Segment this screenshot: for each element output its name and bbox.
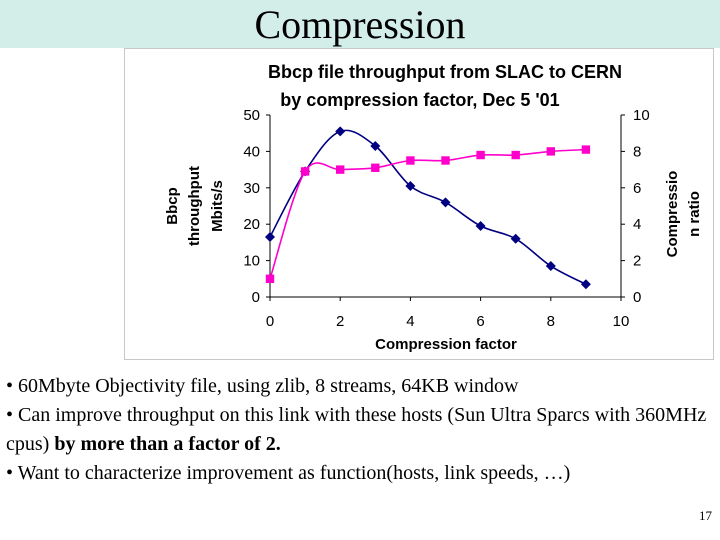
y-left-tick-label: 10 [243, 253, 260, 270]
x-tick-label: 10 [613, 313, 630, 330]
y-right-tick-label: 0 [633, 289, 641, 306]
x-tick-label: 2 [336, 313, 344, 330]
compression-ratio-point-square [476, 150, 485, 160]
x-tick-label: 4 [406, 313, 414, 330]
throughput-point-diamond [475, 221, 486, 232]
chart-title-line2: by compression factor, Dec 5 '01 [280, 90, 559, 110]
chart-container: Bbcp file throughput from SLAC to CERN b… [124, 48, 714, 360]
x-tick-label: 6 [476, 313, 484, 330]
y-left-tick-label: 40 [243, 143, 260, 160]
bullet-item: • 60Mbyte Objectivity file, using zlib, … [6, 372, 714, 401]
y-left-tick-label: 0 [252, 289, 260, 306]
x-axis-label: Compression factor [375, 336, 517, 353]
title-band [0, 0, 720, 48]
y-left-label-line3: Mbits/s [209, 180, 226, 232]
compression-ratio-point-square [581, 145, 591, 154]
y-left-tick-label: 30 [243, 180, 260, 197]
bullet-text: • 60Mbyte Objectivity file, using zlib, … [6, 375, 519, 397]
series-right-line [269, 148, 586, 280]
x-tick-label: 0 [266, 313, 274, 330]
compression-ratio-point-square [300, 167, 310, 176]
y-right-tick-label: 8 [633, 143, 641, 160]
y-left-tick-label: 20 [243, 216, 260, 233]
compression-ratio-point-square [441, 156, 450, 165]
bullet-text: • Can improve throughput on this link wi… [6, 404, 707, 455]
y-right-tick-label: 4 [633, 216, 641, 233]
bullet-text: • Want to characterize improvement as fu… [6, 462, 571, 484]
y-left-tick-label: 50 [243, 107, 260, 124]
y-right-label-line2: n ratio [686, 191, 703, 237]
slide-title: Compression [254, 2, 466, 47]
bullet-item: • Want to characterize improvement as fu… [6, 459, 714, 488]
bullet-item: • Can improve throughput on this link wi… [6, 401, 714, 459]
compression-ratio-point-square [371, 163, 380, 172]
compression-ratio-point-square [546, 147, 555, 156]
bullet-list: • 60Mbyte Objectivity file, using zlib, … [6, 372, 714, 488]
throughput-point-diamond [335, 126, 346, 137]
chart-title-line1: Bbcp file throughput from SLAC to CERN [268, 62, 622, 82]
compression-ratio-point-square [336, 165, 345, 174]
bullet-text-bold: by more than a factor of 2. [54, 433, 281, 455]
throughput-point-diamond [580, 279, 591, 290]
series-left-line [269, 129, 587, 285]
throughput-point-diamond [510, 233, 521, 244]
y-right-label-line1: Compressio [664, 171, 681, 258]
y-left-label-line2: throughput [186, 166, 203, 246]
y-right-tick-label: 6 [633, 180, 641, 197]
y-right-tick-label: 10 [633, 107, 650, 124]
page-number: 17 [699, 508, 712, 523]
chart-svg: Bbcp file throughput from SLAC to CERN b… [164, 62, 703, 353]
compression-ratio-point-square [265, 274, 275, 283]
throughput-point-diamond [440, 197, 451, 208]
y-left-label-line1: Bbcp [164, 187, 181, 225]
throughput-point-diamond [265, 231, 275, 242]
throughput-point-diamond [405, 180, 416, 191]
compression-ratio-point-square [511, 150, 520, 160]
x-tick-label: 8 [547, 313, 555, 330]
compression-ratio-point-square [406, 156, 415, 165]
series-layer [265, 126, 591, 290]
throughput-point-diamond [370, 140, 381, 151]
y-right-tick-label: 2 [633, 253, 641, 270]
throughput-point-diamond [545, 261, 556, 272]
